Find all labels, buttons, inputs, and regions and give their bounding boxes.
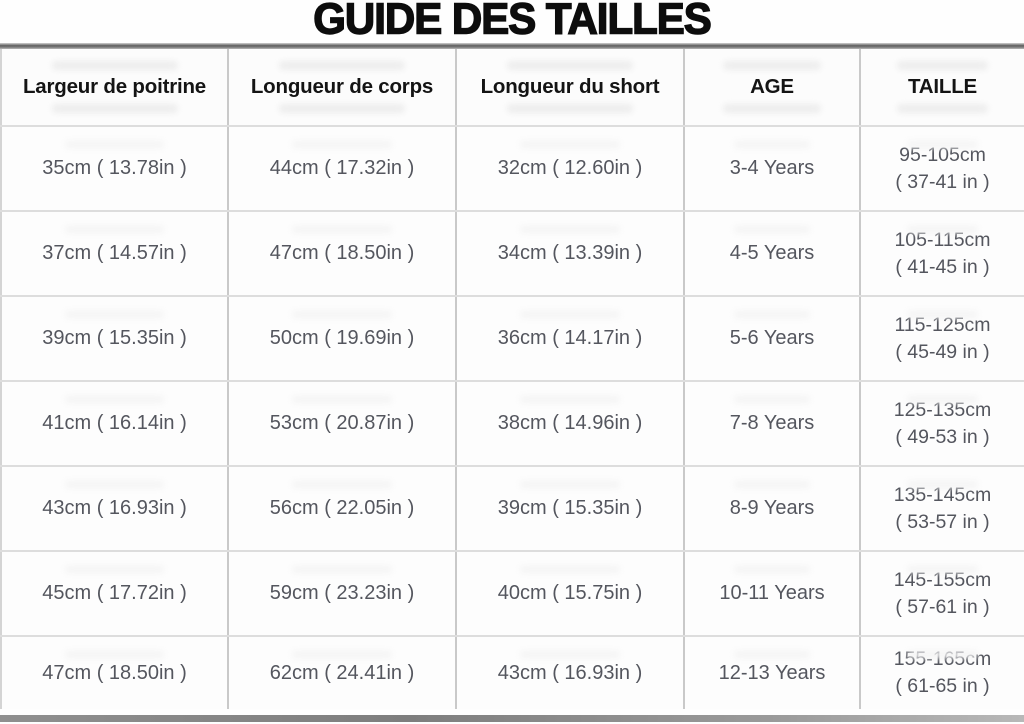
bottom-divider-bar [0,715,1024,722]
size-cm: 145-155cm [893,568,992,591]
cell-age: 10-11 Years [684,551,861,637]
size-in: ( 57-61 in ) [895,595,990,618]
cell-short-length: 43cm ( 16.93in ) [456,636,685,709]
cell-size: 125-135cm ( 49-53 in ) [860,381,1024,467]
size-in: ( 49-53 in ) [895,425,990,448]
size-cm: 155-165cm [893,648,992,670]
cell-body-length: 44cm ( 17.32in ) [228,126,457,212]
size-in: ( 61-65 in ) [895,675,990,697]
cell-age: 12-13 Years [684,636,861,709]
size-cm: 95-105cm [899,143,986,166]
cell-chest-width: 35cm ( 13.78in ) [0,126,229,212]
column-header-body-length: Longueur de corps [228,49,457,127]
cell-body-length: 50cm ( 19.69in ) [228,296,457,382]
size-cm: 125-135cm [893,398,992,421]
cell-short-length: 40cm ( 15.75in ) [456,551,685,637]
size-in: ( 45-49 in ) [895,340,990,363]
cell-short-length: 38cm ( 14.96in ) [456,381,685,467]
table-row: 39cm ( 15.35in ) 50cm ( 19.69in ) 36cm (… [0,296,1024,382]
size-cm: 105-115cm [894,228,991,251]
size-cm: 135-145cm [893,483,992,506]
cell-age: 7-8 Years [684,381,861,467]
table-body: 35cm ( 13.78in ) 44cm ( 17.32in ) 32cm (… [0,126,1024,709]
table-row: 43cm ( 16.93in ) 56cm ( 22.05in ) 39cm (… [0,466,1024,552]
table-row: 37cm ( 14.57in ) 47cm ( 18.50in ) 34cm (… [0,211,1024,297]
cell-short-length: 36cm ( 14.17in ) [456,296,685,382]
size-in: ( 53-57 in ) [895,510,990,533]
header-row: Largeur de poitrine Longueur de corps Lo… [0,49,1024,127]
cell-chest-width: 45cm ( 17.72in ) [0,551,229,637]
column-header-short-length: Longueur du short [456,49,685,127]
table-row: 45cm ( 17.72in ) 59cm ( 23.23in ) 40cm (… [0,551,1024,637]
cell-age: 3-4 Years [684,126,861,212]
table-row: 47cm ( 18.50in ) 62cm ( 24.41in ) 43cm (… [0,636,1024,709]
column-header-size: TAILLE [860,49,1024,127]
cell-chest-width: 43cm ( 16.93in ) [0,466,229,552]
cell-age: 8-9 Years [684,466,861,552]
cell-chest-width: 47cm ( 18.50in ) [0,636,229,709]
page-title: GUIDE DES TAILLES [313,0,713,44]
cell-age: 5-6 Years [684,296,861,382]
size-guide-table: Largeur de poitrine Longueur de corps Lo… [0,49,1024,709]
cell-body-length: 59cm ( 23.23in ) [228,551,457,637]
cell-size: 155-165cm ( 61-65 in ) [860,636,1024,709]
column-header-chest-width: Largeur de poitrine [0,49,229,127]
size-cm: 115-125cm [894,313,991,336]
cell-size: 135-145cm ( 53-57 in ) [860,466,1024,552]
cell-short-length: 32cm ( 12.60in ) [456,126,685,212]
title-divider-bar [0,43,1024,49]
cell-short-length: 34cm ( 13.39in ) [456,211,685,297]
size-in: ( 41-45 in ) [895,255,990,278]
cell-chest-width: 41cm ( 16.14in ) [0,381,229,467]
cell-size: 115-125cm ( 45-49 in ) [860,296,1024,382]
cell-size: 145-155cm ( 57-61 in ) [860,551,1024,637]
table-row: 35cm ( 13.78in ) 44cm ( 17.32in ) 32cm (… [0,126,1024,212]
cell-age: 4-5 Years [684,211,861,297]
cell-body-length: 47cm ( 18.50in ) [228,211,457,297]
size-in: ( 37-41 in ) [895,170,990,193]
cell-size: 95-105cm ( 37-41 in ) [860,126,1024,212]
table-row: 41cm ( 16.14in ) 53cm ( 20.87in ) 38cm (… [0,381,1024,467]
table-header: Largeur de poitrine Longueur de corps Lo… [0,49,1024,127]
cell-body-length: 56cm ( 22.05in ) [228,466,457,552]
cell-chest-width: 37cm ( 14.57in ) [0,211,229,297]
cell-chest-width: 39cm ( 15.35in ) [0,296,229,382]
cell-body-length: 62cm ( 24.41in ) [228,636,457,709]
cell-body-length: 53cm ( 20.87in ) [228,381,457,467]
column-header-age: AGE [684,49,861,127]
cell-size: 105-115cm ( 41-45 in ) [860,211,1024,297]
cell-short-length: 39cm ( 15.35in ) [456,466,685,552]
